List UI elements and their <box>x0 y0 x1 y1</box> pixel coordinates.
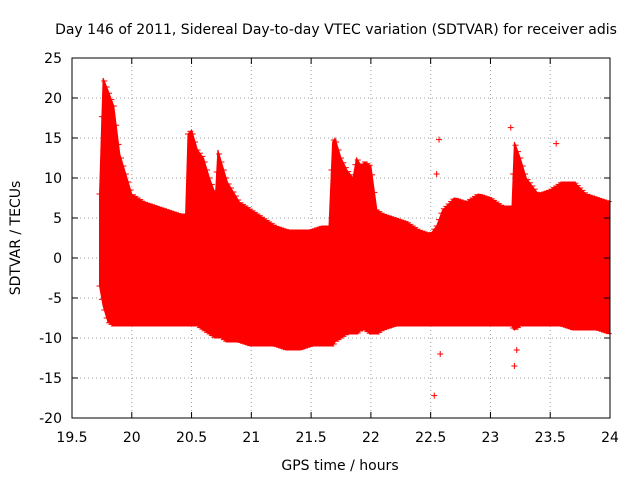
y-tick-label: -15 <box>39 371 62 387</box>
x-tick-label: 22 <box>362 430 380 446</box>
x-tick-label: 22.5 <box>415 430 446 446</box>
x-tick-label: 21.5 <box>296 430 327 446</box>
y-tick-label: 20 <box>44 91 62 107</box>
x-tick-label: 23 <box>482 430 500 446</box>
x-axis-label: GPS time / hours <box>281 458 398 474</box>
x-tick-label: 23.5 <box>535 430 566 446</box>
x-tick-label: 24 <box>601 430 619 446</box>
x-axis: 19.5 20 20.5 21 21.5 22 22.5 23 23.5 24 <box>56 58 619 446</box>
y-axis-label: SDTVAR / TECUs <box>8 181 24 296</box>
plot-frame <box>71 57 611 419</box>
y-axis: -20 -15 -10 -5 0 5 10 15 20 25 <box>39 51 610 427</box>
y-tick-label: 5 <box>53 211 62 227</box>
x-tick-label: 20 <box>123 430 141 446</box>
y-tick-label: 10 <box>44 171 62 187</box>
chart-title: Day 146 of 2011, Sidereal Day-to-day VTE… <box>55 22 617 38</box>
x-tick-label: 21 <box>242 430 260 446</box>
y-tick-label: 25 <box>44 51 62 67</box>
x-tick-label: 20.5 <box>176 430 207 446</box>
y-tick-label: 0 <box>53 251 62 267</box>
plot-area <box>96 77 612 399</box>
y-tick-label: 15 <box>44 131 62 147</box>
y-tick-label: -10 <box>39 331 62 347</box>
x-tick-label: 19.5 <box>56 430 87 446</box>
y-tick-label: -5 <box>48 291 62 307</box>
y-tick-label: -20 <box>39 411 62 427</box>
